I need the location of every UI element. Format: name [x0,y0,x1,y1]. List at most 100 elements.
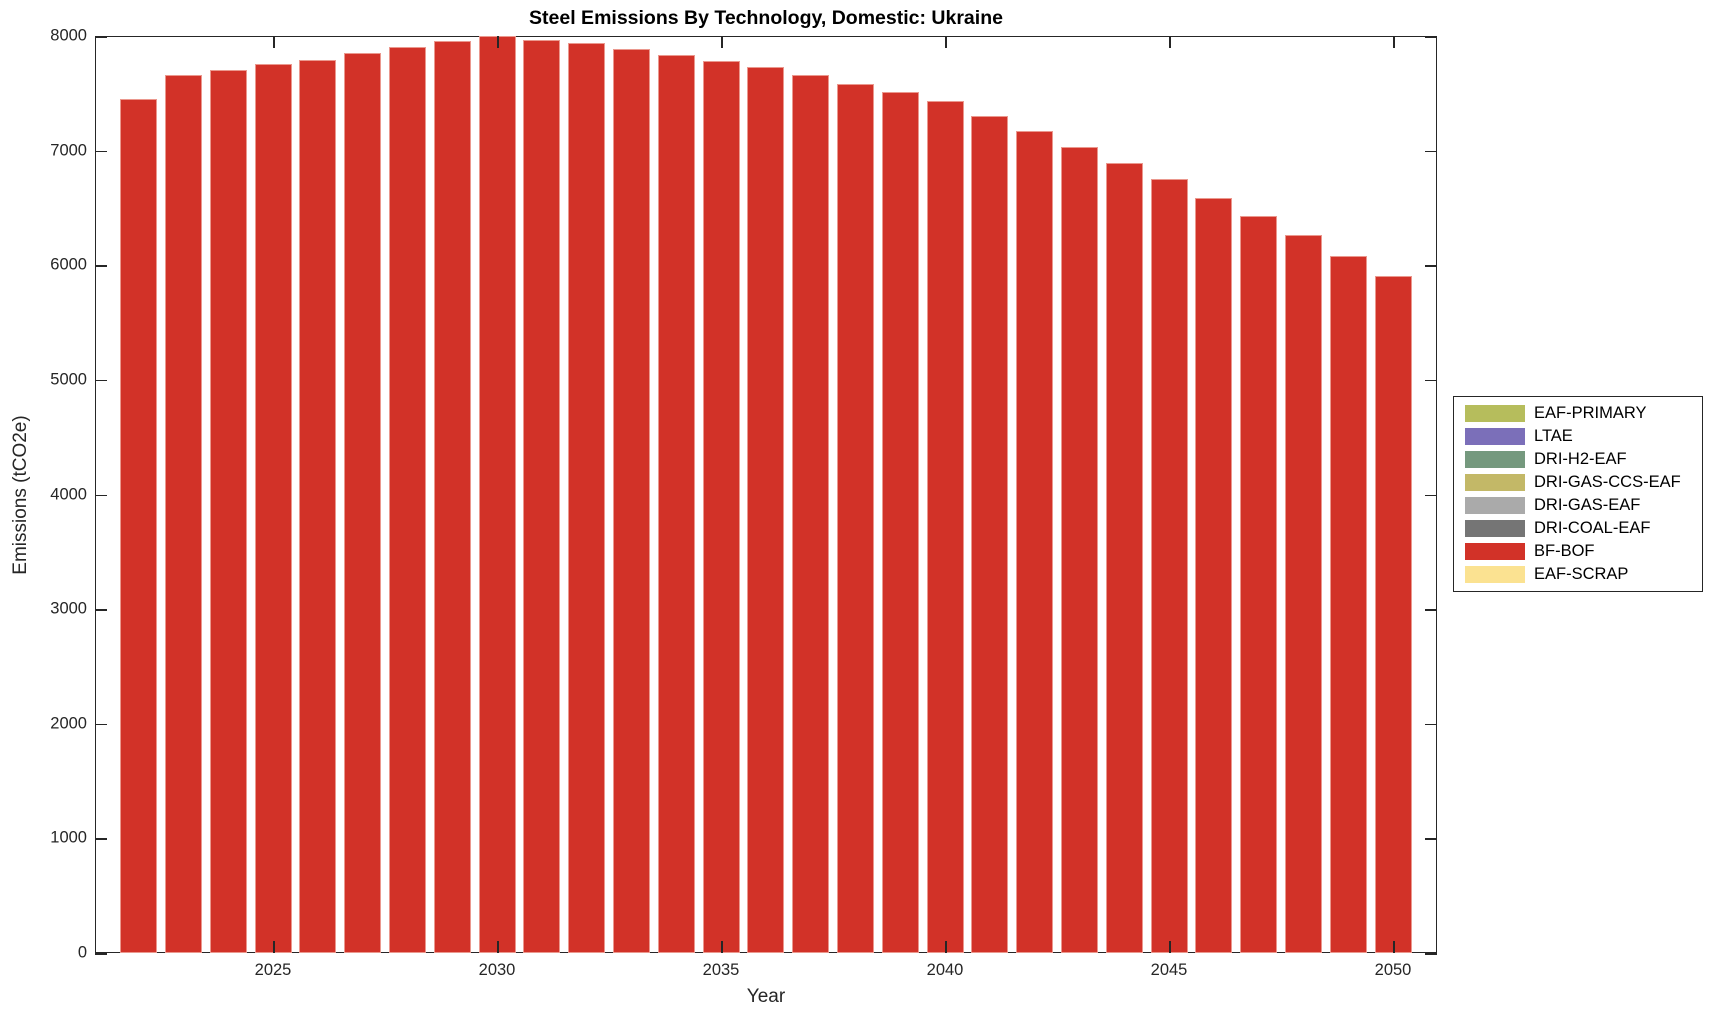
legend-item-bf-bof: BF-BOF [1465,542,1702,561]
axis-tick [95,838,107,840]
axis-tick [1425,265,1437,267]
axis-tick [1393,941,1395,953]
legend-swatch-dri-coal-eaf [1465,520,1525,537]
bar-bf-bof-2042 [1016,130,1054,953]
axis-tick [1169,36,1171,48]
y-tick-label: 8000 [50,26,87,45]
bar-bf-bof-2040 [926,101,964,953]
bar-bf-bof-2038 [836,83,874,953]
legend-swatch-ltae [1465,428,1525,445]
y-tick-label: 6000 [50,255,87,274]
y-tick-label: 5000 [50,370,87,389]
legend-label: DRI-GAS-CCS-EAF [1534,473,1681,491]
bar-bf-bof-2033 [612,49,650,953]
axis-tick [1169,941,1171,953]
axis-tick [721,36,723,48]
axis-tick [945,36,947,48]
legend-label: EAF-PRIMARY [1534,404,1647,422]
y-tick-label: 7000 [50,141,87,160]
bar-bf-bof-2045 [1150,179,1188,953]
axis-tick [1425,494,1437,496]
legend-swatch-dri-h2-eaf [1465,451,1525,468]
chart-title: Steel Emissions By Technology, Domestic:… [529,7,1003,29]
bar-bf-bof-2022 [120,99,158,953]
axis-tick [273,36,275,48]
axis-tick [721,941,723,953]
bar-bf-bof-2024 [209,69,247,953]
axis-tick [95,379,107,382]
legend-swatch-eaf-scrap [1465,566,1525,583]
bar-bf-bof-2031 [523,40,561,953]
axis-tick [95,150,107,153]
bar-bf-bof-2030 [478,36,516,953]
y-tick-label: 0 [77,943,87,962]
y-tick-label: 3000 [50,599,87,618]
axis-tick [1425,838,1437,840]
bar-bf-bof-2032 [568,42,606,953]
axis-tick [95,36,107,38]
legend-item-dri-gas-ccs-eaf: DRI-GAS-CCS-EAF [1465,473,1702,492]
axis-tick [273,941,275,953]
x-tick-label: 2045 [1150,961,1188,979]
bar-bf-bof-2050 [1374,276,1412,953]
axis-tick [497,941,499,953]
axis-tick [497,36,499,48]
bar-bf-bof-2046 [1195,197,1233,953]
bar-bf-bof-2026 [299,60,337,953]
bar-bf-bof-2047 [1240,215,1278,953]
axis-tick [1425,36,1437,38]
legend: EAF-PRIMARY LTAE DRI-H2-EAF DRI-GAS-CCS-EAF… [1453,396,1703,592]
legend-label: DRI-COAL-EAF [1534,519,1651,537]
axis-tick [1425,150,1437,153]
legend-label: DRI-H2-EAF [1534,450,1627,468]
legend-label: EAF-SCRAP [1534,565,1629,583]
bar-bf-bof-2041 [971,115,1009,953]
legend-swatch-dri-gas-eaf [1465,497,1525,514]
axis-tick [95,494,107,496]
bar-bf-bof-2044 [1105,162,1143,953]
legend-item-eaf-scrap: EAF-SCRAP [1465,565,1702,584]
y-tick-label: 2000 [50,714,87,733]
bar-bf-bof-2028 [388,47,426,953]
bar-bf-bof-2029 [433,41,471,953]
bar-bf-bof-2036 [747,66,785,953]
axis-tick [95,265,107,267]
axis-tick [1393,36,1395,48]
axis-tick [1425,953,1437,955]
legend-label: BF-BOF [1534,542,1595,560]
x-tick-label: 2035 [702,961,740,979]
axis-tick [945,941,947,953]
axis-tick [1425,379,1437,382]
legend-item-dri-gas-eaf: DRI-GAS-EAF [1465,496,1702,515]
legend-item-dri-coal-eaf: DRI-COAL-EAF [1465,519,1702,538]
axis-tick [95,723,107,726]
bar-bf-bof-2039 [881,91,919,953]
y-tick-label: 4000 [50,485,87,503]
bar-bf-bof-2037 [792,74,830,953]
x-tick-label: 2050 [1374,961,1412,979]
y-tick-label: 1000 [50,828,87,847]
bar-bf-bof-2023 [164,74,202,953]
axis-tick [1425,609,1437,611]
bar-bf-bof-2027 [344,53,382,953]
y-axis-label: Emissions (tCO2e) [10,415,31,575]
legend-label: DRI-GAS-EAF [1534,496,1641,514]
x-tick-label: 2030 [478,961,516,979]
legend-swatch-eaf-primary [1465,405,1525,422]
legend-item-eaf-primary: EAF-PRIMARY [1465,404,1702,423]
axis-tick [95,953,107,955]
legend-item-dri-h2-eaf: DRI-H2-EAF [1465,450,1702,469]
bar-bf-bof-2043 [1060,147,1098,953]
bar-bf-bof-2034 [657,54,695,953]
x-tick-label: 2040 [926,961,964,979]
axis-tick [95,609,107,611]
legend-swatch-bf-bof [1465,543,1525,560]
bar-bf-bof-2049 [1329,255,1367,953]
bar-bf-bof-2048 [1284,235,1322,953]
x-axis-label: Year [746,986,786,1007]
bar-bf-bof-2025 [254,64,292,953]
x-tick-label: 2025 [254,961,292,979]
legend-label: LTAE [1534,427,1573,445]
legend-item-ltae: LTAE [1465,427,1702,446]
